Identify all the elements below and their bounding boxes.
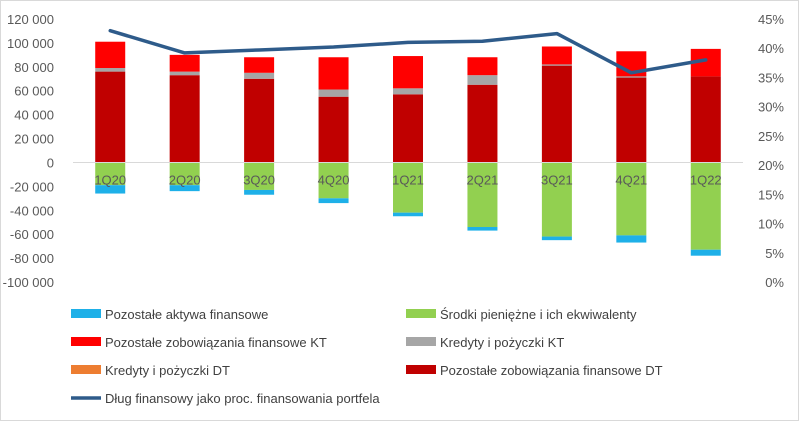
y-left-tick-label: 120 000 <box>7 12 54 27</box>
legend-label: Kredyty i pożyczki DT <box>105 363 230 378</box>
bar-segment <box>244 162 275 190</box>
category-label: 3Q21 <box>541 172 573 187</box>
y-left-tick-label: -80 000 <box>10 251 54 266</box>
y-left-tick-label: -20 000 <box>10 179 54 194</box>
legend-swatch <box>71 337 101 346</box>
bar-segment <box>318 162 349 199</box>
y-right-tick-label: 5% <box>765 246 784 261</box>
bar-segment <box>541 162 572 237</box>
y-right-tick-label: 45% <box>758 12 784 27</box>
y-left-tick-label: 20 000 <box>14 132 54 147</box>
bar-segment <box>541 46 572 65</box>
bar-segment <box>616 76 647 78</box>
bar-segment <box>244 78 275 163</box>
y-left-tick-label: -100 000 <box>3 275 54 290</box>
category-label: 2Q21 <box>467 172 499 187</box>
bar-segment <box>467 75 498 85</box>
category-label: 1Q20 <box>94 172 126 187</box>
bar-segment <box>318 198 349 204</box>
legend-label: Kredyty i pożyczki KT <box>440 335 564 350</box>
bar-segment <box>169 185 200 192</box>
legend-label: Środki pieniężne i ich ekwiwalenty <box>440 307 637 322</box>
y-right-tick-label: 10% <box>758 217 784 232</box>
bar-segment <box>169 54 200 72</box>
bar-segment <box>244 189 275 195</box>
y-right-tick-label: 30% <box>758 100 784 115</box>
category-label: 1Q21 <box>392 172 424 187</box>
bar-segment <box>616 77 647 163</box>
bar-segment <box>318 89 349 97</box>
y-left-tick-label: -60 000 <box>10 227 54 242</box>
bar-segment <box>95 68 126 72</box>
bar-segment <box>169 75 200 163</box>
bar-segment <box>393 212 423 217</box>
bar-segment <box>541 65 572 163</box>
bar-segment <box>95 41 126 69</box>
bar-segment <box>616 162 647 236</box>
legend-swatch <box>406 309 436 318</box>
legend-swatch <box>406 337 436 346</box>
bar-segment <box>169 162 200 186</box>
y-right-tick-label: 40% <box>758 41 784 56</box>
category-label: 3Q20 <box>243 172 275 187</box>
legend-label: Pozostałe zobowiązania finansowe DT <box>440 363 663 378</box>
y-right-tick-label: 0% <box>765 275 784 290</box>
bar-segment <box>318 96 349 163</box>
category-label: 4Q20 <box>318 172 350 187</box>
y-left-tick-label: -40 000 <box>10 203 54 218</box>
bar-segment <box>244 72 275 79</box>
y-left-tick-label: 40 000 <box>14 108 54 123</box>
y-right-tick-label: 35% <box>758 70 784 85</box>
bar-segment <box>616 235 647 243</box>
bar-segment <box>318 57 349 90</box>
legend-swatch <box>406 365 436 374</box>
bar-segment <box>690 162 721 250</box>
legend-label: Pozostałe zobowiązania finansowe KT <box>105 335 327 350</box>
bar-segment <box>467 162 498 228</box>
bar-segment <box>467 84 498 163</box>
bar-segment <box>541 236 572 241</box>
bar-segment <box>690 249 721 256</box>
legend-swatch <box>71 365 101 374</box>
category-label: 1Q22 <box>690 172 722 187</box>
bar-segment <box>95 162 126 186</box>
legend-label: Pozostałe aktywa finansowe <box>105 307 268 322</box>
bar-segment <box>393 162 423 213</box>
y-left-tick-label: 80 000 <box>14 60 54 75</box>
y-right-tick-label: 15% <box>758 187 784 202</box>
y-right-tick-label: 20% <box>758 158 784 173</box>
bar-segment <box>95 185 126 194</box>
bar-segment <box>690 76 721 163</box>
y-right-tick-label: 25% <box>758 129 784 144</box>
bar-segment <box>169 71 200 76</box>
category-label: 2Q20 <box>169 172 201 187</box>
y-left-tick-label: 100 000 <box>7 36 54 51</box>
bar-segment <box>467 227 498 231</box>
y-left-tick-label: 60 000 <box>14 84 54 99</box>
bar-segment <box>467 57 498 76</box>
bar-segment <box>244 57 275 73</box>
bar-segment <box>541 64 572 66</box>
bar-segment <box>393 56 423 89</box>
legend-swatch <box>71 309 101 318</box>
bar-segment <box>95 71 126 163</box>
legend-label: Dług finansowy jako proc. finansowania p… <box>105 391 380 406</box>
y-left-tick-label: 0 <box>47 155 54 170</box>
bar-segment <box>393 94 423 163</box>
bar-segment <box>393 88 423 95</box>
category-label: 4Q21 <box>615 172 647 187</box>
